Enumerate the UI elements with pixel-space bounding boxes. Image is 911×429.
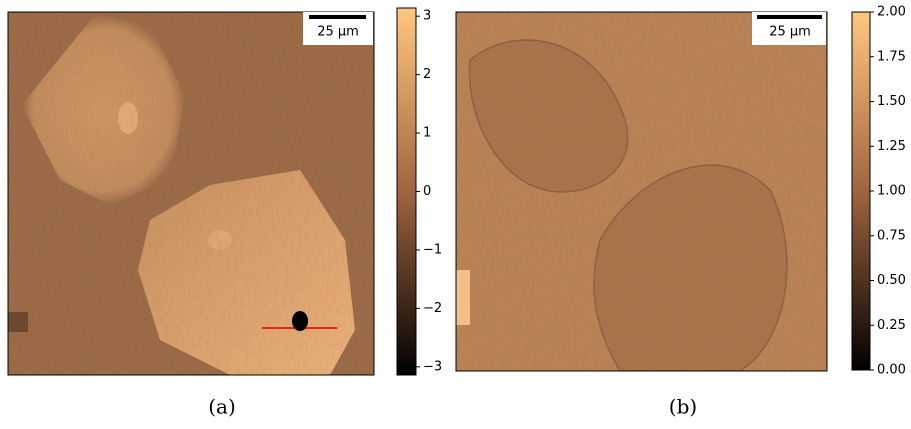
- colorbar-tick-label: 2.00: [877, 5, 906, 20]
- colorbar-tick-label: 0.75: [877, 228, 906, 243]
- colorbar-tick-label: 0.25: [877, 318, 906, 333]
- colorbar-tick-label: 1.00: [877, 184, 906, 199]
- colorbar: [851, 11, 871, 371]
- panel-a: 25 µm (a) −3 −2 −1 0 1 2 3: [7, 7, 442, 419]
- colorbar-tick-label: −2: [423, 301, 442, 316]
- caption: (b): [669, 395, 697, 419]
- scale-bar-label: 25 µm: [317, 25, 359, 40]
- colorbar-tick-label: −3: [423, 359, 442, 374]
- scale-bar-label: 25 µm: [769, 25, 811, 40]
- colorbar-tick-label: 1.25: [877, 139, 906, 154]
- colorbar-tick-label: 2: [423, 67, 431, 82]
- colorbar-tick-label: 3: [423, 9, 431, 24]
- colorbar-tick-label: 0.00: [877, 363, 906, 378]
- image-a: [8, 12, 374, 375]
- colorbar-tick-label: 1: [423, 126, 431, 141]
- colorbar-tick-label: 0.50: [877, 273, 906, 288]
- colorbar: [396, 7, 417, 376]
- colorbar-tick-label: 1.50: [877, 94, 906, 109]
- colorbar-tick-label: 1.75: [877, 49, 906, 64]
- panel-b: 25 µm (b) 0.00 0.25 0.50 0.75 1.00 1.25 1.50 1.…: [455, 5, 906, 419]
- colorbar-tick-label: 0: [423, 184, 431, 199]
- caption: (a): [208, 395, 236, 419]
- colorbar-tick-label: −1: [423, 242, 442, 257]
- image-b: [456, 12, 827, 371]
